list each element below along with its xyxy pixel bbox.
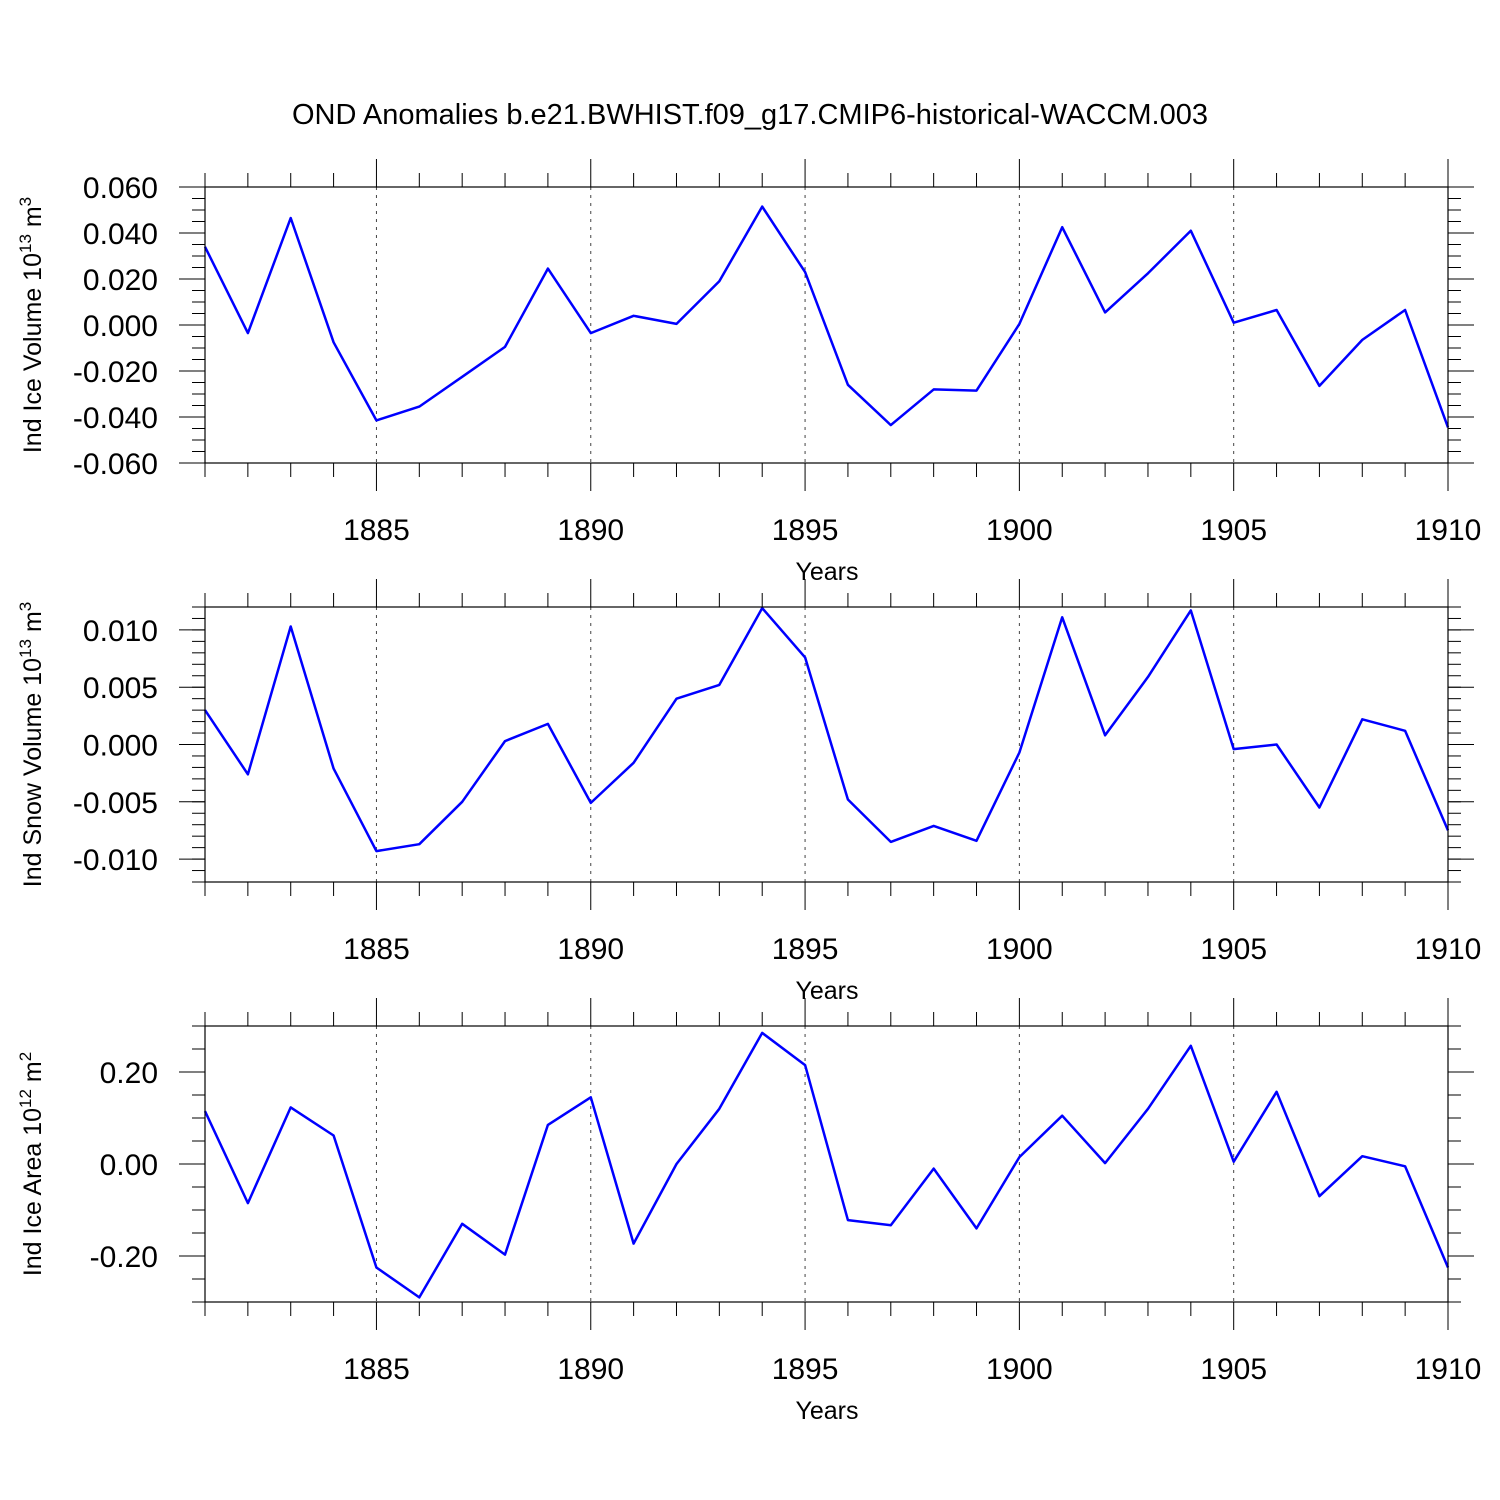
x-axis-label: Years <box>795 1397 858 1425</box>
plot-frame <box>204 1025 1449 1303</box>
x-tick-label: 1895 <box>772 514 839 547</box>
figure-title: OND Anomalies b.e21.BWHIST.f09_g17.CMIP6… <box>292 99 1208 131</box>
y-axis-label-unit: m <box>19 611 47 639</box>
x-tick-label: 1910 <box>1415 933 1482 966</box>
y-tick-label: 0.020 <box>83 264 158 297</box>
x-tick-label: 1910 <box>1415 1353 1482 1386</box>
x-tick-label: 1890 <box>557 514 624 547</box>
y-tick-label: 0.00 <box>100 1149 158 1182</box>
x-tick-label: 1885 <box>343 514 410 547</box>
y-tick-label: -0.040 <box>73 402 158 435</box>
x-tick-label: 1905 <box>1200 514 1267 547</box>
y-tick-label: -0.010 <box>73 844 158 877</box>
y-axis-label-unit-exponent: 3 <box>16 197 35 206</box>
y-tick-label: -0.060 <box>73 448 158 481</box>
y-axis-label-exponent: 12 <box>16 1089 35 1108</box>
y-tick-label: -0.020 <box>73 356 158 389</box>
y-axis-label-unit-exponent: 2 <box>16 1052 35 1061</box>
y-axis-label-main: Ind Snow Volume 10 <box>19 658 47 887</box>
x-tick-label: 1900 <box>986 1353 1053 1386</box>
y-tick-label: 0.000 <box>83 730 158 763</box>
y-axis-label: Ind Ice Volume 1013 m3 <box>16 197 47 453</box>
y-axis-label-main: Ind Ice Volume 10 <box>19 253 47 453</box>
x-tick-label: 1890 <box>557 1353 624 1386</box>
series-line <box>203 606 1450 853</box>
y-axis-label-unit: m <box>19 1061 47 1089</box>
x-tick-label: 1885 <box>343 1353 410 1386</box>
y-axis-label-main: Ind Ice Area 10 <box>19 1108 47 1276</box>
chart-panel-1: -0.060 -0.040 -0.020 0.000 0.020 0.040 0.060 18… <box>16 159 1481 586</box>
x-tick-label: 1910 <box>1415 514 1482 547</box>
x-tick-label: 1885 <box>343 933 410 966</box>
y-axis-label-unit: m <box>19 206 47 234</box>
y-tick-label: 0.000 <box>83 310 158 343</box>
chart-panel-3: -0.20 0.00 0.20 1885 1890 1895 1900 1905 1910 Yea… <box>16 998 1481 1425</box>
plot-frame <box>204 186 1449 464</box>
y-axis-label-exponent: 13 <box>16 234 35 253</box>
y-axis-label: Ind Ice Area 1012 m2 <box>16 1052 47 1276</box>
x-tick-label: 1900 <box>986 933 1053 966</box>
x-tick-label: 1905 <box>1200 933 1267 966</box>
y-tick-label: 0.010 <box>83 615 158 648</box>
y-tick-label: 0.060 <box>83 172 158 205</box>
series-line <box>203 205 1450 428</box>
x-tick-label: 1900 <box>986 514 1053 547</box>
y-axis-label-exponent: 13 <box>16 639 35 658</box>
y-tick-label: 0.20 <box>100 1057 158 1090</box>
y-tick-label: -0.005 <box>73 787 158 820</box>
y-tick-label: -0.20 <box>90 1241 158 1274</box>
plot-frame <box>204 606 1449 883</box>
y-tick-label: 0.040 <box>83 218 158 251</box>
y-axis-label-unit-exponent: 3 <box>16 602 35 611</box>
x-tick-label: 1895 <box>772 1353 839 1386</box>
x-tick-label: 1890 <box>557 933 624 966</box>
series-line <box>203 1031 1450 1299</box>
chart-panel-2: -0.010 -0.005 0.000 0.005 0.010 1885 1890 1895 1… <box>16 579 1481 1005</box>
x-tick-label: 1905 <box>1200 1353 1267 1386</box>
x-axis-label: Years <box>795 977 858 1005</box>
y-axis-label: Ind Snow Volume 1013 m3 <box>16 602 47 888</box>
x-axis-label: Years <box>795 558 858 586</box>
y-tick-label: 0.005 <box>83 672 158 705</box>
x-tick-label: 1895 <box>772 933 839 966</box>
